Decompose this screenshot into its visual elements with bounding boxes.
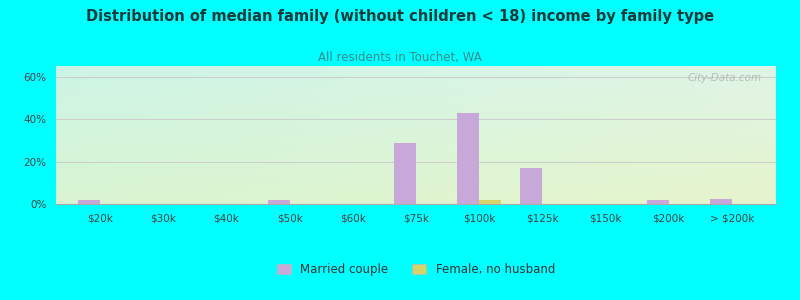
Legend: Married couple, Female, no husband: Married couple, Female, no husband — [272, 259, 560, 281]
Bar — [457, 113, 479, 204]
Bar — [479, 200, 502, 204]
Bar — [394, 143, 416, 204]
Bar — [520, 168, 542, 204]
Bar — [267, 200, 290, 204]
Bar — [78, 200, 100, 204]
Text: City-Data.com: City-Data.com — [687, 73, 762, 83]
Bar — [710, 199, 732, 204]
Text: All residents in Touchet, WA: All residents in Touchet, WA — [318, 51, 482, 64]
Bar — [646, 200, 669, 204]
Text: Distribution of median family (without children < 18) income by family type: Distribution of median family (without c… — [86, 9, 714, 24]
